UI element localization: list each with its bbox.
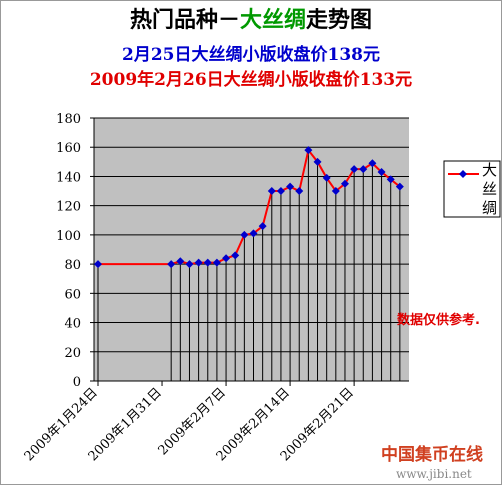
y-tick-label: 180 — [56, 112, 81, 127]
marker — [185, 260, 194, 269]
marker — [231, 251, 240, 260]
marker — [276, 187, 285, 196]
marker — [295, 187, 304, 196]
marker — [368, 159, 377, 168]
marker — [249, 229, 258, 238]
marker — [222, 254, 231, 263]
marker — [304, 146, 313, 155]
marker — [340, 179, 349, 188]
y-tick-label: 20 — [64, 346, 81, 361]
title-highlight: 大丝绸 — [240, 7, 306, 33]
y-tick-label: 60 — [64, 287, 81, 302]
marker — [286, 182, 295, 191]
marker — [386, 175, 395, 184]
legend-box — [443, 160, 501, 218]
chart-title: 热门品种－大丝绸走势图 — [130, 7, 372, 33]
marker — [267, 187, 276, 196]
marker — [313, 157, 322, 166]
marker — [167, 260, 176, 269]
marker — [322, 173, 331, 182]
y-tick-label: 140 — [56, 170, 81, 185]
marker — [194, 258, 203, 267]
y-tick-label: 40 — [64, 317, 81, 332]
title-part: 走势图 — [306, 7, 372, 33]
legend-marker — [459, 170, 467, 178]
marker — [258, 222, 267, 231]
marker — [350, 165, 359, 174]
y-tick-label: 120 — [56, 200, 81, 215]
marker — [203, 258, 212, 267]
y-tick-label: 0 — [73, 375, 81, 390]
subtitle: 2009年2月26日大丝绸小版收盘价133元 — [90, 69, 412, 90]
x-tick-label: 2009年2月7日 — [156, 385, 229, 458]
watermark: 中国集币在线 — [381, 444, 483, 465]
subtitle: 2月25日大丝绸小版收盘价138元 — [122, 44, 380, 65]
legend-label: 大丝绸 — [482, 161, 498, 217]
y-tick-label: 80 — [64, 258, 81, 273]
marker — [395, 182, 404, 191]
marker — [359, 165, 368, 174]
marker — [212, 258, 221, 267]
title-part: 热门品种－ — [130, 7, 240, 33]
y-tick-label: 100 — [56, 229, 81, 244]
annotation: 数据仅供参考. — [397, 313, 480, 328]
y-tick-label: 160 — [56, 141, 81, 156]
marker — [94, 260, 102, 269]
marker — [377, 168, 386, 177]
marker — [240, 230, 249, 239]
plot-area — [94, 118, 409, 381]
marker — [176, 257, 185, 266]
marker — [331, 187, 340, 196]
watermark-url: www.jibi.net — [396, 467, 472, 481]
